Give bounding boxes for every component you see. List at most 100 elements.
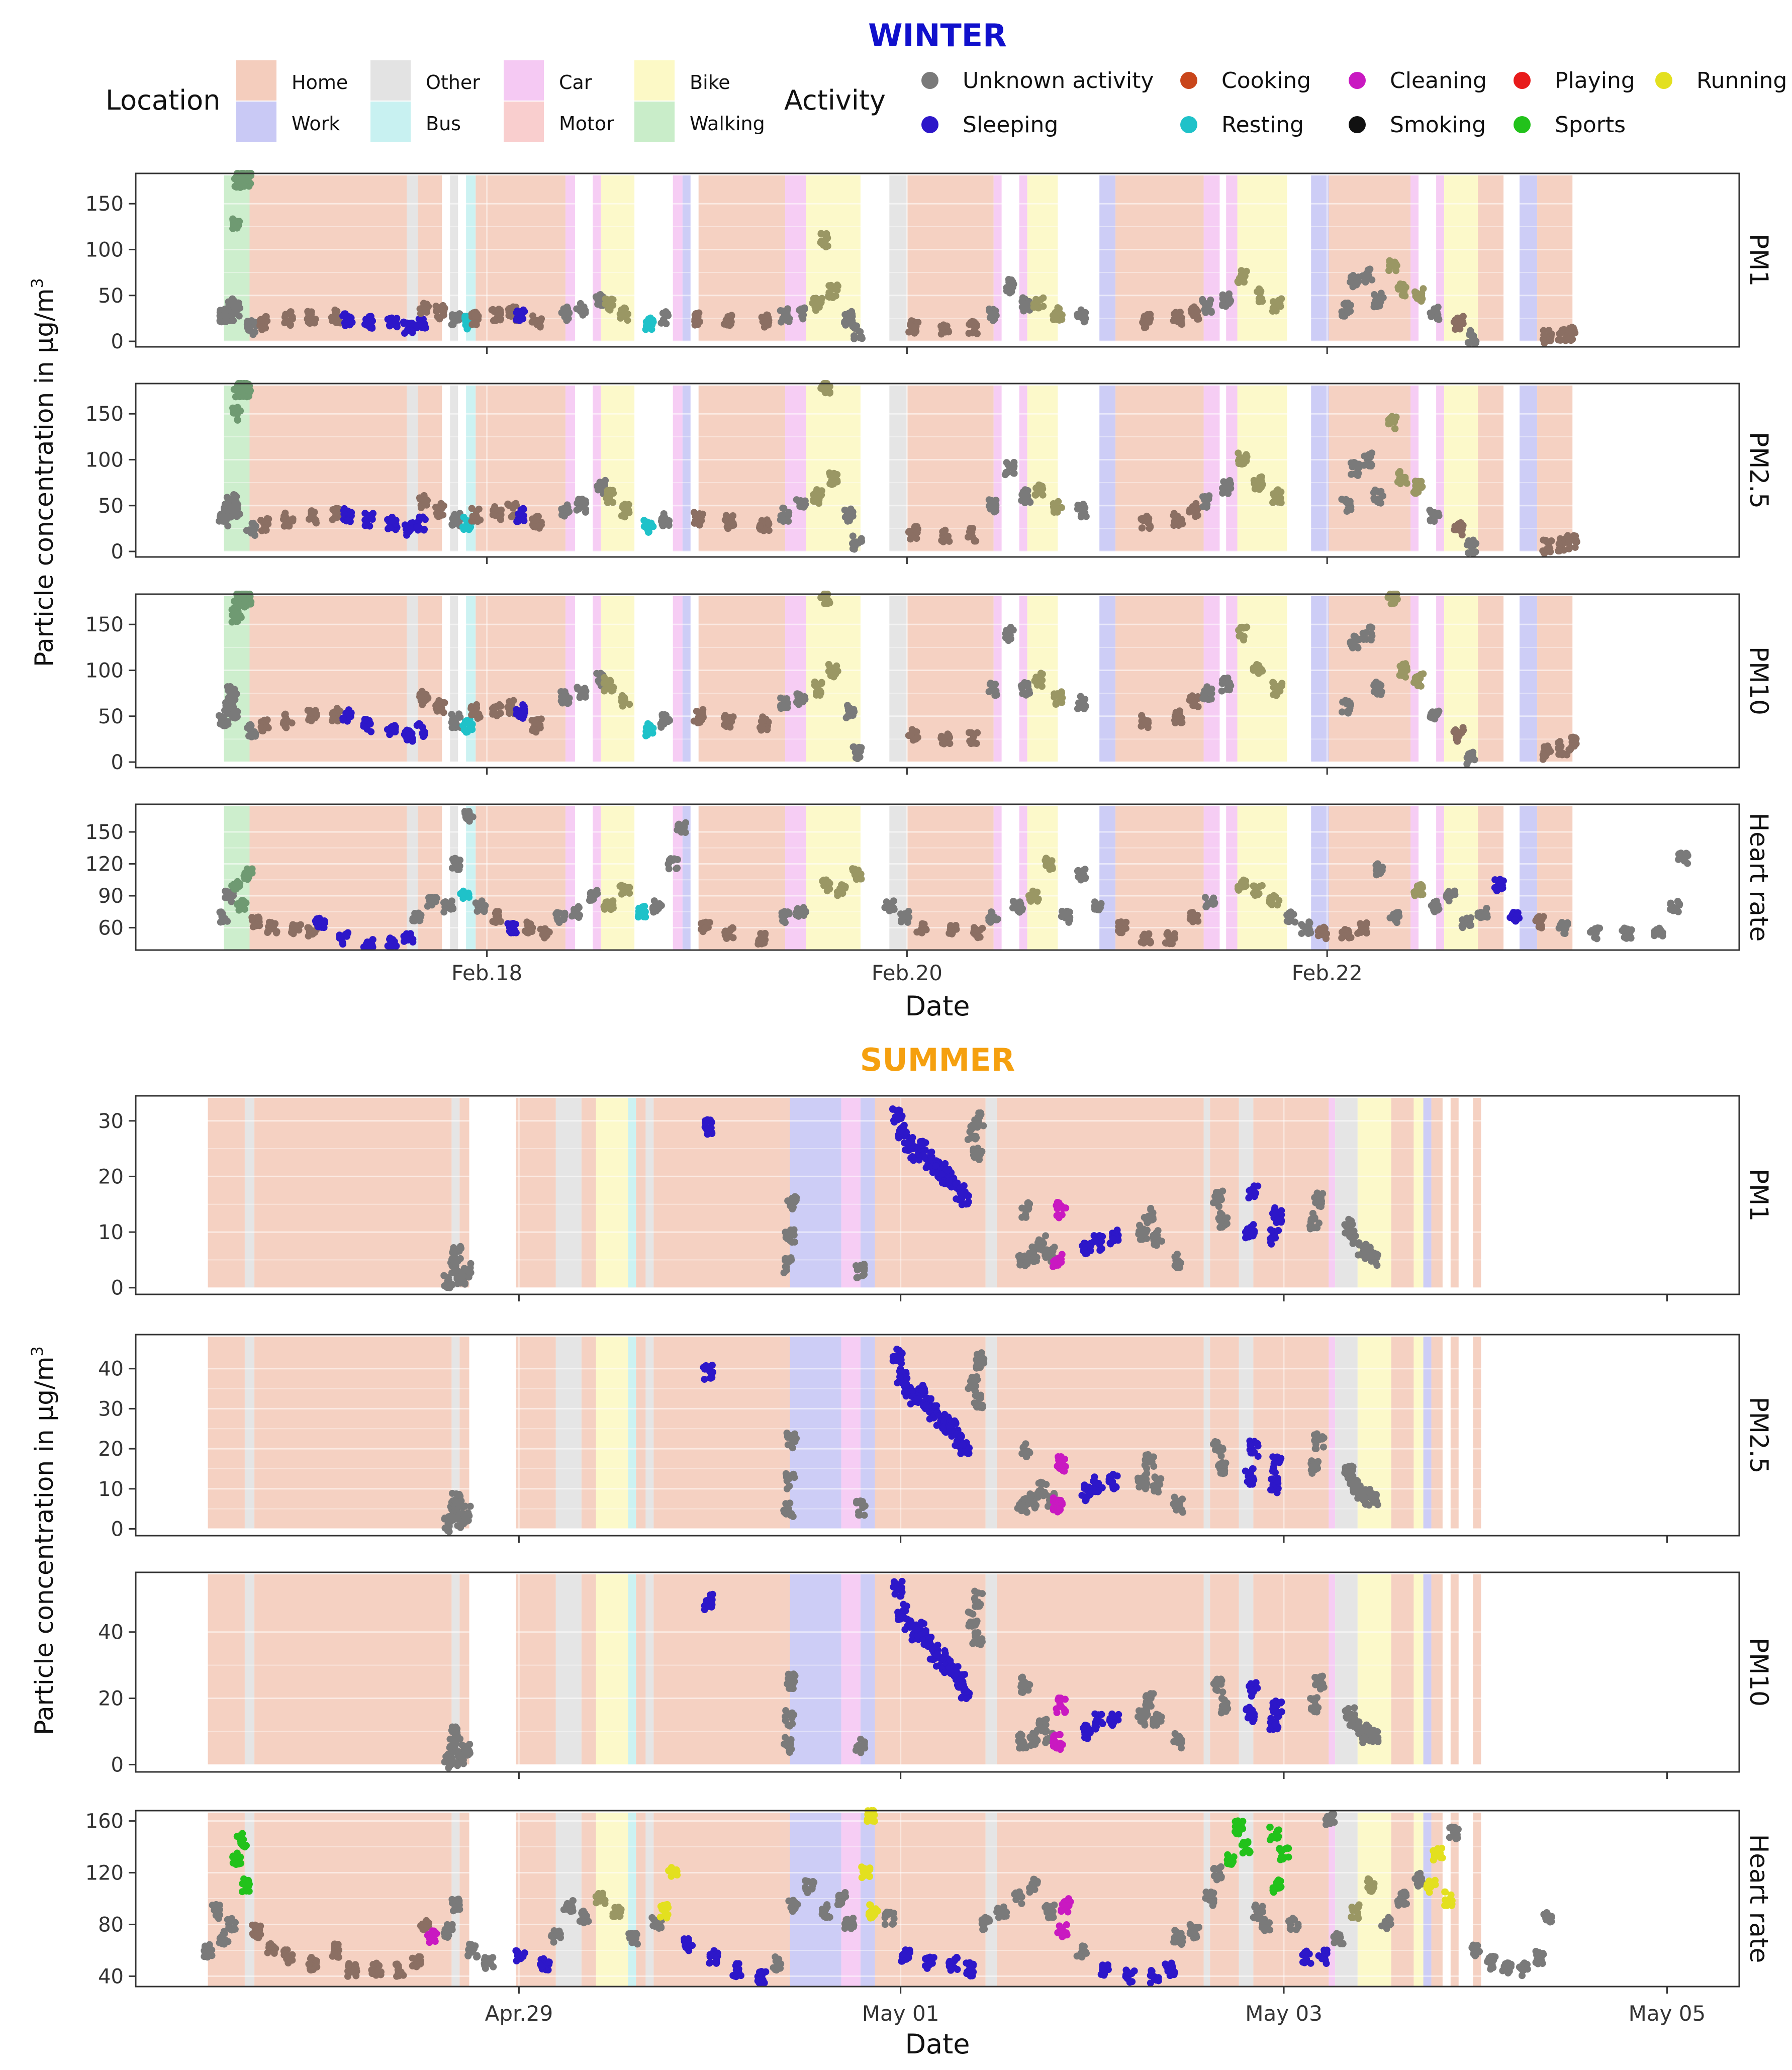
- location-band-home: [907, 175, 994, 342]
- point-dot: [287, 308, 295, 316]
- location-band-work: [1519, 175, 1538, 342]
- data-point-resting: [634, 902, 649, 921]
- data-point-cooking: [432, 500, 447, 520]
- point-dot: [1674, 908, 1682, 915]
- point-dot: [968, 729, 975, 736]
- point-dot: [1431, 899, 1439, 907]
- point-dot: [534, 521, 541, 529]
- point-dot: [1470, 549, 1478, 557]
- point-dot: [1243, 624, 1250, 631]
- point-dot: [229, 892, 236, 900]
- point-dot: [440, 307, 448, 315]
- point-dot: [1499, 884, 1506, 892]
- point-dot: [608, 296, 615, 303]
- point-dot: [693, 707, 700, 715]
- winter-y-axis-unit-superscript: 3: [28, 278, 47, 288]
- point-dot: [781, 695, 788, 703]
- data-point-cooking: [281, 308, 296, 329]
- legend-swatch-walking: [634, 102, 675, 142]
- point-dot: [1139, 524, 1146, 532]
- data-point-unknown-activity: [227, 299, 244, 320]
- location-band-home: [476, 596, 565, 763]
- location-band-car: [1410, 175, 1419, 342]
- point-dot: [217, 909, 224, 916]
- point-dot: [799, 305, 807, 312]
- data-point-unknown-activity: [1219, 290, 1235, 310]
- point-dot: [785, 910, 793, 918]
- location-band-home: [418, 806, 442, 950]
- point-dot: [1370, 688, 1378, 695]
- point-dot: [1560, 326, 1568, 333]
- point-dot: [969, 525, 977, 532]
- point-dot: [436, 315, 443, 323]
- point-dot: [1466, 922, 1473, 929]
- point-dot: [369, 510, 377, 517]
- location-band-car: [1410, 386, 1419, 552]
- point-dot: [639, 910, 646, 918]
- data-point-sleeping: [513, 505, 528, 525]
- location-band-car: [673, 175, 683, 342]
- point-dot: [419, 724, 426, 731]
- y-tick-label: 100: [85, 449, 124, 472]
- point-dot: [794, 690, 801, 698]
- point-dot: [577, 692, 584, 700]
- location-band-home: [1391, 1098, 1414, 1288]
- location-band-other: [645, 1098, 654, 1288]
- point-dot: [1203, 307, 1211, 314]
- point-dot: [561, 688, 569, 696]
- point-dot: [285, 522, 292, 530]
- point-dot: [219, 916, 227, 924]
- point-dot: [1412, 482, 1420, 489]
- legend-location-work: Work: [236, 102, 340, 142]
- point-dot: [361, 321, 368, 328]
- point-dot: [415, 321, 422, 328]
- location-band-other: [450, 806, 458, 950]
- panel-strip-label: Heart rate: [1744, 813, 1773, 942]
- legend-location-bike: Bike: [634, 60, 730, 101]
- point-dot: [497, 310, 504, 318]
- point-dot: [701, 924, 709, 932]
- point-dot: [596, 479, 604, 486]
- point-dot: [497, 516, 504, 523]
- point-dot: [779, 504, 787, 512]
- data-point-unknown-activity: [573, 300, 589, 319]
- point-dot: [842, 321, 850, 329]
- location-band-car: [993, 806, 1002, 950]
- point-dot: [1459, 318, 1466, 325]
- location-band-home: [249, 386, 407, 552]
- location-band-bus: [466, 175, 476, 342]
- legend-dot-playing: [1514, 72, 1531, 89]
- point-dot: [1146, 318, 1153, 326]
- point-dot: [312, 917, 319, 925]
- legend-dot-unknown-activity: [921, 72, 938, 89]
- point-dot: [489, 511, 497, 519]
- point-dot: [1376, 497, 1383, 504]
- point-dot: [1032, 890, 1040, 897]
- point-dot: [1397, 668, 1405, 675]
- point-dot: [777, 702, 785, 709]
- point-dot: [247, 726, 254, 733]
- point-dot: [1374, 863, 1382, 870]
- point-dot: [1483, 904, 1490, 912]
- location-band-car: [1019, 386, 1027, 552]
- point-dot: [1225, 290, 1233, 298]
- data-point-sleeping: [513, 306, 528, 324]
- point-dot: [1465, 757, 1472, 765]
- point-dot: [1209, 899, 1216, 906]
- location-band-home: [254, 1098, 452, 1288]
- point-dot: [1218, 687, 1225, 695]
- point-dot: [1351, 633, 1359, 640]
- point-dot: [227, 506, 234, 514]
- point-dot: [311, 319, 318, 327]
- data-point-unknown-activity: [1298, 918, 1314, 937]
- point-dot: [221, 513, 228, 521]
- point-dot: [453, 861, 461, 869]
- point-dot: [646, 721, 654, 729]
- point-dot: [428, 895, 436, 903]
- point-dot: [1305, 918, 1313, 926]
- legend-label-running: Running: [1696, 68, 1787, 93]
- point-dot: [516, 317, 523, 324]
- point-dot: [659, 522, 667, 530]
- data-point-unknown-activity: [573, 496, 590, 516]
- data-point-unknown-activity: [809, 295, 826, 314]
